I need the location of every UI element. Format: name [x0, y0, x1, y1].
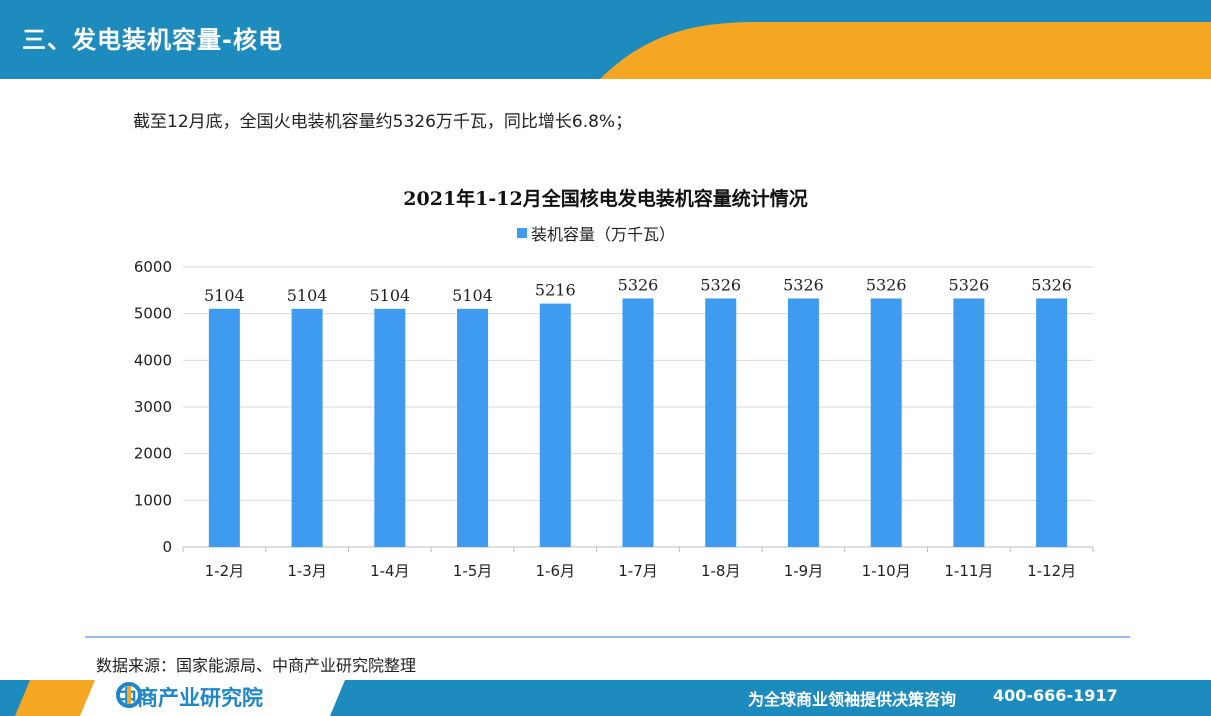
- footer-banner: 中商产业研究院 为全球商业领袖提供决策咨询 400-666-1917: [0, 680, 1211, 716]
- y-tick-label: 4000: [134, 351, 172, 369]
- bar: [705, 298, 737, 547]
- bar: [457, 308, 489, 547]
- bar: [953, 298, 985, 547]
- bar: [374, 308, 406, 547]
- data-label: 5104: [204, 286, 245, 305]
- x-tick-label: 1-12月: [1027, 562, 1076, 580]
- data-label: 5104: [369, 286, 410, 305]
- legend-swatch: [517, 228, 527, 238]
- footer-background: [0, 680, 1211, 716]
- footer-slogan: 为全球商业领袖提供决策咨询: [748, 690, 957, 709]
- bar: [1036, 298, 1068, 547]
- y-tick-label: 3000: [134, 398, 172, 416]
- logo-icon: [116, 682, 142, 708]
- bar: [622, 298, 654, 547]
- footer-phone: 400-666-1917: [993, 686, 1118, 705]
- x-tick-label: 1-9月: [784, 562, 824, 580]
- data-label: 5326: [1031, 275, 1072, 294]
- chart-title: 2021年1-12月全国核电发电装机容量统计情况: [403, 188, 808, 210]
- data-label: 5216: [535, 281, 576, 300]
- source-text: 数据来源：国家能源局、中商产业研究院整理: [96, 656, 417, 675]
- data-label: 5326: [700, 275, 741, 294]
- data-label: 5326: [949, 275, 990, 294]
- y-tick-label: 2000: [134, 445, 172, 463]
- bar: [208, 308, 240, 547]
- bar: [539, 303, 571, 547]
- x-tick-label: 1-8月: [701, 562, 741, 580]
- x-tick-label: 1-5月: [453, 562, 493, 580]
- x-tick-label: 1-11月: [944, 562, 993, 580]
- intro-text: 截至12月底，全国火电装机容量约5326万千瓦，同比增长6.8%；: [133, 112, 633, 132]
- page-title: 三、发电装机容量-核电: [22, 26, 283, 54]
- x-tick-label: 1-6月: [536, 562, 576, 580]
- legend-label: 装机容量（万千瓦）: [531, 225, 676, 244]
- data-label: 5326: [783, 275, 824, 294]
- y-tick-label: 5000: [134, 305, 172, 323]
- x-tick-label: 1-2月: [205, 562, 245, 580]
- y-tick-label: 6000: [134, 258, 172, 276]
- data-label: 5104: [287, 286, 328, 305]
- data-label: 5104: [452, 286, 493, 305]
- bar: [787, 298, 819, 547]
- data-label: 5326: [866, 275, 907, 294]
- bar-chart: 0 1000 2000 3000 4000 5000 6000 5104 1-2月 5104 1-3…: [134, 258, 1094, 580]
- x-tick-label: 1-4月: [370, 562, 410, 580]
- data-label: 5326: [618, 275, 659, 294]
- header-banner: 三、发电装机容量-核电: [0, 0, 1211, 79]
- y-tick-label: 1000: [134, 491, 172, 509]
- header-background: [0, 0, 1211, 79]
- x-tick-label: 1-3月: [287, 562, 327, 580]
- footer-logo: 中商产业研究院: [116, 682, 263, 712]
- chart-legend: 装机容量（万千瓦）: [517, 222, 675, 244]
- x-tick-label: 1-7月: [618, 562, 658, 580]
- x-tick-label: 1-10月: [862, 562, 911, 580]
- source-divider: [85, 636, 1130, 638]
- bar: [870, 298, 902, 547]
- bar: [291, 308, 323, 547]
- y-tick-label: 0: [162, 538, 172, 556]
